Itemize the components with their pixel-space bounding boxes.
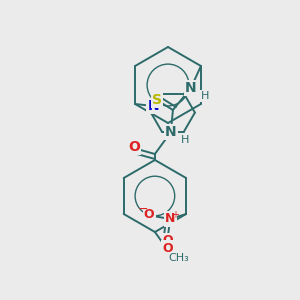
Text: N: N (185, 81, 197, 95)
Text: N: N (165, 212, 175, 226)
Text: H: H (181, 135, 189, 145)
Text: −: − (138, 202, 148, 215)
Text: +: + (171, 210, 179, 220)
Text: O: O (163, 235, 173, 248)
Text: N: N (165, 125, 177, 139)
Text: O: O (128, 140, 140, 154)
Text: H: H (201, 91, 209, 101)
Text: S: S (152, 93, 162, 107)
Text: CH₃: CH₃ (169, 253, 189, 263)
Text: O: O (163, 242, 173, 254)
Text: N: N (147, 99, 159, 113)
Text: O: O (144, 208, 154, 221)
